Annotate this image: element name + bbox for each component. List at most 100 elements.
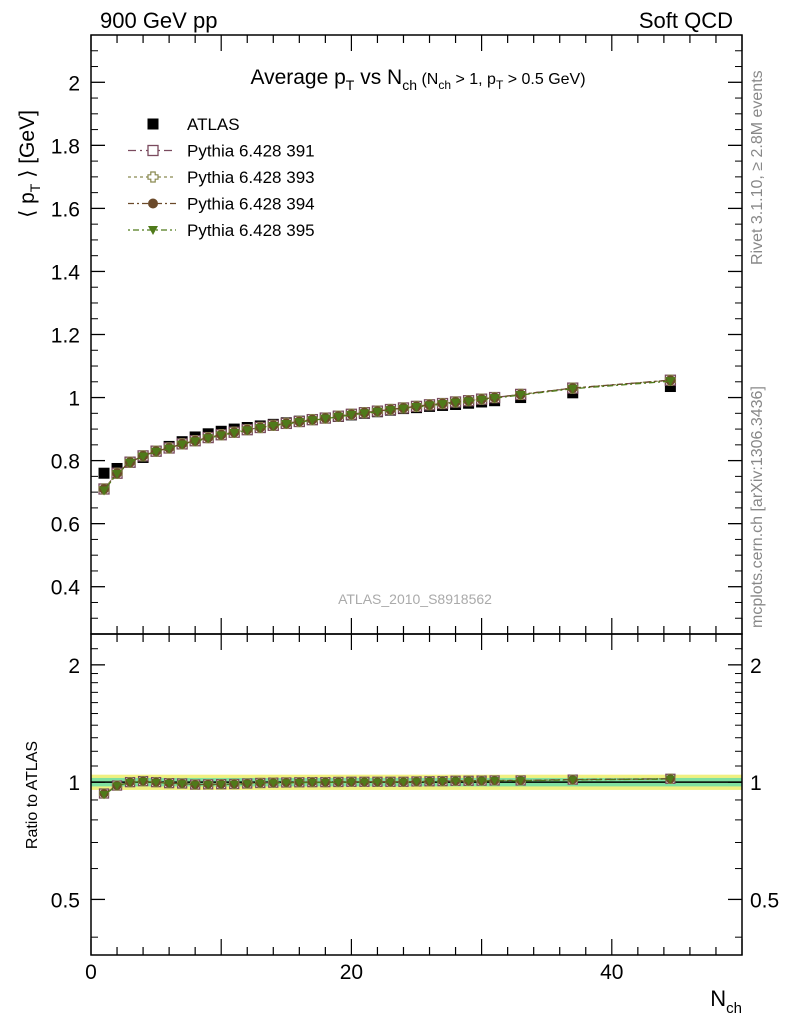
data-point-p395 <box>476 395 487 405</box>
main-y-tick-label: 1 <box>68 388 80 411</box>
ratio-y-tick-label-left: 2 <box>68 655 80 678</box>
series-p394 <box>99 375 676 494</box>
ratio-y-axis-label: Ratio to ATLAS <box>24 741 41 849</box>
ratio-point-p395 <box>333 778 343 787</box>
main-y-tick-label: 0.8 <box>51 451 80 474</box>
ratio-point-p395 <box>568 776 578 785</box>
main-y-tick-label: 1.2 <box>51 325 80 348</box>
data-point-p395 <box>320 414 331 424</box>
main-y-axis-label: ⟨ pT ⟩ [GeV] <box>16 110 43 218</box>
series-line-p395 <box>103 380 671 491</box>
data-point-p395 <box>346 410 357 420</box>
series-p391 <box>98 374 677 495</box>
ratio-point-p395 <box>425 778 435 787</box>
ratio-point-p395 <box>255 779 265 788</box>
ratio-point-p395 <box>164 779 174 788</box>
legend-entry-atlas: ATLAS <box>147 115 240 134</box>
ratio-point-p395 <box>372 778 382 787</box>
legend-entry-p391: Pythia 6.428 391 <box>128 142 315 161</box>
ratio-plot-frame <box>90 633 743 956</box>
mcplots-side-label: mcplots.cern.ch [arXiv:1306.3436] <box>749 386 766 628</box>
legend-marker <box>147 118 159 130</box>
ratio-point-p395 <box>438 777 448 786</box>
data-point-p395 <box>203 434 214 444</box>
ratio-point-p395 <box>203 781 213 790</box>
legend-entry-p393: Pythia 6.428 393 <box>128 168 315 187</box>
data-point-p395 <box>665 377 676 387</box>
ratio-point-p395 <box>138 777 148 786</box>
data-point-p395 <box>151 447 162 457</box>
ratio-line-p394 <box>103 778 671 795</box>
ratio-y-tick-label-right: 0.5 <box>750 889 779 912</box>
legend-label: Pythia 6.428 395 <box>187 221 315 240</box>
series-p393 <box>98 374 676 495</box>
data-point-p395 <box>242 426 253 436</box>
ratio-point-p395 <box>281 779 291 788</box>
ratio-point-p395 <box>490 777 500 786</box>
data-point-atlas <box>664 381 676 393</box>
data-point-p395 <box>216 431 227 441</box>
ratio-point-p395 <box>464 777 474 786</box>
rivet-side-label: Rivet 3.1.10, ≥ 2.8M events <box>749 70 766 265</box>
series-line-p391 <box>103 379 671 490</box>
ratio-y-tick-label-right: 2 <box>750 655 762 678</box>
ratio-point-p395 <box>385 778 395 787</box>
ratio-point-p395 <box>151 778 161 787</box>
header-left-label: 900 GeV pp <box>100 8 217 33</box>
main-y-tick-label: 0.6 <box>51 514 80 537</box>
ratio-point-p395 <box>190 781 200 790</box>
ratio-point-p395 <box>229 780 239 789</box>
ratio-panel: 0.5 0.51 12 20 20 40 Ratio to ATLAS Nch <box>24 633 779 1017</box>
data-point-p395 <box>385 406 396 416</box>
data-point-p395 <box>489 394 500 404</box>
ratio-point-p395 <box>665 775 675 784</box>
header-right-label: Soft QCD <box>639 8 733 33</box>
ratio-point-p395 <box>477 777 487 786</box>
x-tick-label: 40 <box>600 961 623 984</box>
series-p395 <box>99 377 676 496</box>
main-title: Average pT vs Nch (Nch > 1, pT > 0.5 GeV… <box>250 66 585 93</box>
data-point-p395 <box>398 404 409 414</box>
main-y-tick-label: 0.4 <box>51 577 81 600</box>
main-panel: Average pT vs Nch (Nch > 1, pT > 0.5 GeV… <box>16 34 743 635</box>
ratio-y-tick-label-left: 0.5 <box>51 889 80 912</box>
data-point-p395 <box>190 437 201 447</box>
legend-marker <box>148 226 158 235</box>
data-point-p395 <box>359 409 370 419</box>
data-point-p395 <box>112 469 123 479</box>
data-point-p395 <box>125 458 136 468</box>
data-point-p395 <box>294 418 305 428</box>
x-tick-label: 0 <box>85 961 97 984</box>
legend-entry-p394: Pythia 6.428 394 <box>128 195 315 214</box>
ratio-point-p395 <box>320 778 330 787</box>
ratio-point-p395 <box>412 778 421 787</box>
data-point-p395 <box>138 452 149 462</box>
series-line-p393 <box>103 379 671 490</box>
main-y-tick-label: 1.4 <box>51 261 81 284</box>
main-y-tick-label: 1.8 <box>51 135 80 158</box>
data-point-p395 <box>515 391 526 401</box>
ratio-point-p395 <box>112 782 122 791</box>
ratio-point-p395 <box>451 777 461 786</box>
ratio-point-p395 <box>216 780 226 790</box>
data-point-p395 <box>437 400 448 410</box>
data-point-p395 <box>463 397 474 407</box>
ratio-y-tick-label-right: 1 <box>750 772 762 795</box>
ratio-point-p395 <box>516 777 526 786</box>
legend-label: Pythia 6.428 394 <box>187 195 315 214</box>
ratio-point-p395 <box>268 779 278 788</box>
ratio-point-p395 <box>359 778 369 787</box>
legend-marker <box>147 171 159 183</box>
data-point-p395 <box>164 444 175 454</box>
data-point-atlas <box>98 467 110 479</box>
ratio-line-p395 <box>103 778 671 796</box>
legend-label: Pythia 6.428 393 <box>187 168 315 187</box>
series-atlas <box>98 381 676 479</box>
main-y-tick-label: 1.6 <box>51 198 80 221</box>
ratio-point-p395 <box>307 778 317 787</box>
data-point-p395 <box>372 407 383 417</box>
data-point-p395 <box>177 440 188 450</box>
legend-label: ATLAS <box>187 115 240 134</box>
data-point-p395 <box>268 421 279 431</box>
